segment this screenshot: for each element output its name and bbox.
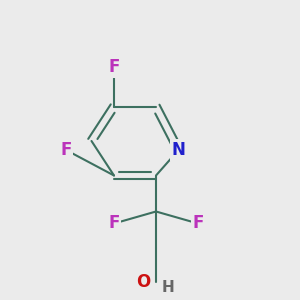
Text: F: F <box>108 58 120 76</box>
Text: F: F <box>60 141 72 159</box>
Text: F: F <box>108 214 120 232</box>
Text: F: F <box>192 214 204 232</box>
Text: H: H <box>162 280 174 296</box>
Text: N: N <box>172 141 185 159</box>
Text: O: O <box>136 273 150 291</box>
